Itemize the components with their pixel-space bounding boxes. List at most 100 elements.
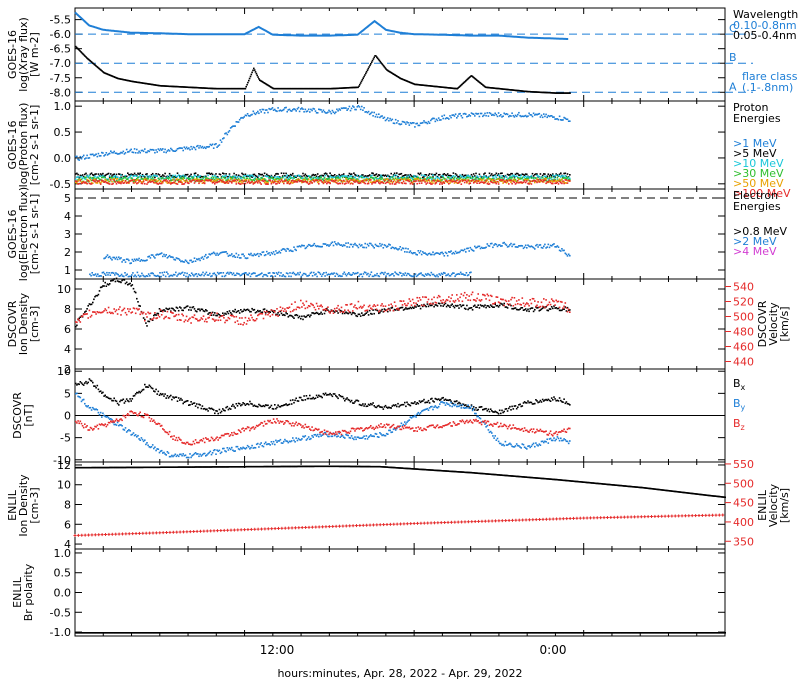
data-point	[330, 179, 333, 182]
data-point	[79, 176, 82, 179]
data-point	[80, 182, 83, 185]
data-point	[378, 179, 380, 181]
data-point	[530, 114, 533, 116]
data-point	[251, 174, 253, 177]
data-point	[545, 179, 547, 182]
data-point	[400, 306, 403, 309]
data-point	[368, 309, 371, 312]
data-point	[259, 310, 261, 312]
data-point	[393, 172, 396, 175]
data-point	[457, 273, 460, 275]
data-point	[94, 180, 96, 183]
data-point	[347, 182, 349, 184]
data-point	[142, 259, 145, 262]
data-point	[214, 180, 216, 183]
data-point	[567, 92, 570, 94]
data-point	[171, 179, 173, 181]
data-point	[145, 275, 148, 277]
data-point	[435, 182, 438, 184]
data-point	[267, 174, 269, 177]
data-point	[266, 175, 268, 178]
data-point	[141, 181, 144, 183]
data-point	[452, 172, 455, 174]
data-point	[341, 175, 344, 177]
data-point	[491, 173, 493, 175]
data-point	[466, 176, 468, 179]
data-point	[404, 174, 406, 176]
data-point	[307, 178, 310, 181]
data-point	[453, 180, 456, 182]
data-point	[385, 181, 388, 184]
data-point	[527, 90, 530, 93]
data-point	[304, 173, 307, 176]
data-point	[453, 115, 456, 117]
data-point	[283, 175, 285, 178]
data-point	[536, 307, 538, 309]
data-point	[264, 181, 267, 183]
data-point	[79, 321, 82, 323]
data-point	[108, 73, 110, 76]
data-point	[324, 308, 327, 310]
data-point	[382, 117, 385, 119]
data-point	[182, 176, 184, 179]
data-point	[252, 309, 255, 311]
data-point	[373, 56, 375, 59]
data-point	[144, 82, 147, 85]
data-point	[119, 78, 121, 80]
data-point	[229, 180, 232, 183]
data-point	[415, 180, 417, 182]
data-point	[111, 176, 113, 179]
data-point	[201, 87, 203, 89]
data-point	[203, 274, 205, 277]
data-point	[89, 176, 92, 179]
data-point	[139, 260, 141, 262]
data-point	[252, 182, 255, 184]
data-point	[261, 311, 264, 313]
data-point	[225, 179, 227, 182]
data-point	[497, 177, 500, 180]
data-point	[520, 174, 522, 177]
data-point	[287, 316, 290, 318]
data-point	[405, 123, 407, 125]
data-point	[342, 179, 345, 182]
data-point	[371, 183, 373, 185]
data-point	[344, 87, 347, 89]
data-point	[336, 273, 339, 276]
data-point	[363, 271, 366, 273]
data-point	[231, 315, 233, 317]
data-point	[424, 175, 426, 177]
data-point	[371, 275, 374, 278]
data-point	[357, 246, 360, 249]
data-point	[165, 175, 167, 178]
data-point	[224, 182, 226, 184]
data-point	[112, 279, 114, 282]
data-point	[283, 180, 285, 182]
data-point	[322, 109, 325, 112]
data-point	[544, 179, 546, 181]
data-point	[560, 309, 562, 312]
data-point	[381, 115, 383, 117]
data-point	[227, 255, 230, 257]
data-point	[223, 251, 225, 253]
data-point	[246, 308, 249, 311]
data-point	[153, 274, 156, 277]
data-point	[462, 273, 464, 275]
data-point	[468, 182, 470, 185]
data-point	[394, 177, 397, 179]
data-point	[261, 173, 264, 176]
data-point	[336, 175, 338, 177]
data-point	[410, 275, 412, 277]
data-point	[493, 179, 495, 181]
data-point	[184, 306, 187, 309]
data-point	[478, 245, 481, 248]
data-point	[311, 109, 313, 112]
data-point	[136, 178, 138, 180]
data-point	[446, 86, 448, 89]
data-point	[405, 307, 407, 309]
data-point	[128, 181, 130, 184]
data-point	[419, 272, 421, 275]
data-point	[94, 173, 96, 176]
data-point	[251, 71, 253, 74]
data-point	[101, 179, 103, 181]
data-point	[442, 117, 444, 120]
